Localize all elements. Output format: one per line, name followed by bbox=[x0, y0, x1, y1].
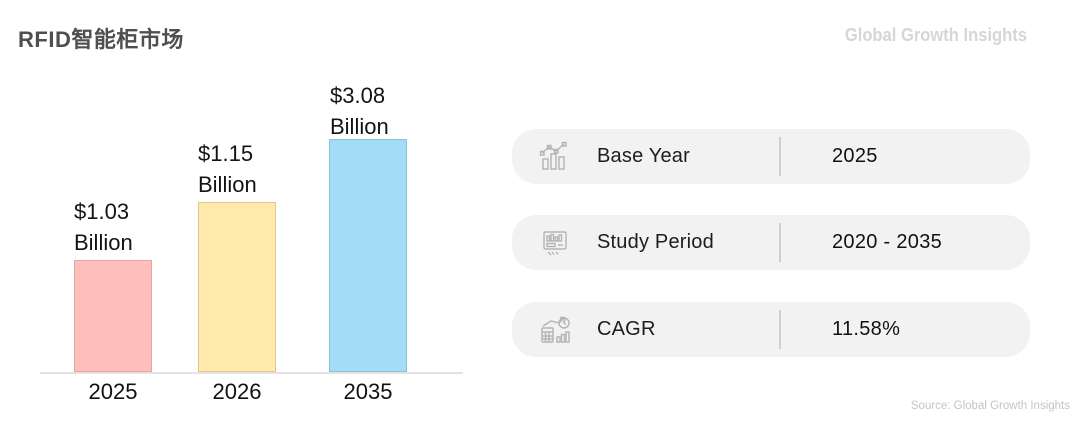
bar-value-label: $1.03 Billion bbox=[74, 196, 133, 258]
bar-value-amount: $1.15 bbox=[198, 141, 254, 166]
brand-watermark: Global Growth Insights bbox=[844, 25, 1027, 45]
info-card-study-period: Study Period 2020 - 2035 bbox=[512, 215, 1030, 270]
x-axis-line bbox=[40, 372, 463, 374]
x-tick-label: 2026 bbox=[212, 379, 262, 404]
growth-clock-icon bbox=[537, 312, 573, 348]
bar-value-label: $3.08 Billion bbox=[330, 80, 389, 142]
x-tick-label: 2025 bbox=[88, 379, 138, 404]
card-divider bbox=[779, 222, 781, 263]
bar-value-label: $1.15 Billion bbox=[198, 138, 257, 200]
source-credit: Source: Global Growth Insights bbox=[910, 400, 1070, 412]
card-value: 11.58% bbox=[832, 318, 901, 340]
bar-2025 bbox=[74, 260, 152, 372]
bar-chart: $1.03 Billion $1.15 Billion $3.08 Billio… bbox=[0, 0, 490, 425]
card-divider bbox=[779, 136, 781, 177]
presentation-chart-icon bbox=[537, 225, 573, 261]
bar-2035 bbox=[329, 139, 407, 372]
card-divider bbox=[779, 309, 781, 350]
bar-2026 bbox=[198, 202, 276, 372]
card-value: 2020 - 2035 bbox=[832, 231, 943, 253]
card-label: Base Year bbox=[597, 145, 690, 167]
page-title: RFID智能柜市场 bbox=[18, 27, 184, 52]
card-value: 2025 bbox=[832, 145, 878, 167]
bar-value-unit: Billion bbox=[74, 230, 133, 255]
card-label: CAGR bbox=[597, 318, 656, 340]
x-tick-label: 2035 bbox=[343, 379, 393, 404]
info-card-base-year: Base Year 2025 bbox=[512, 129, 1030, 184]
bar-chart-trend-icon bbox=[537, 139, 573, 175]
info-card-cagr: CAGR 11.58% bbox=[512, 302, 1030, 357]
bar-value-unit: Billion bbox=[330, 114, 389, 139]
bar-value-amount: $3.08 bbox=[330, 83, 386, 108]
card-label: Study Period bbox=[597, 231, 714, 253]
bar-value-amount: $1.03 bbox=[74, 199, 130, 224]
bar-value-unit: Billion bbox=[198, 172, 257, 197]
